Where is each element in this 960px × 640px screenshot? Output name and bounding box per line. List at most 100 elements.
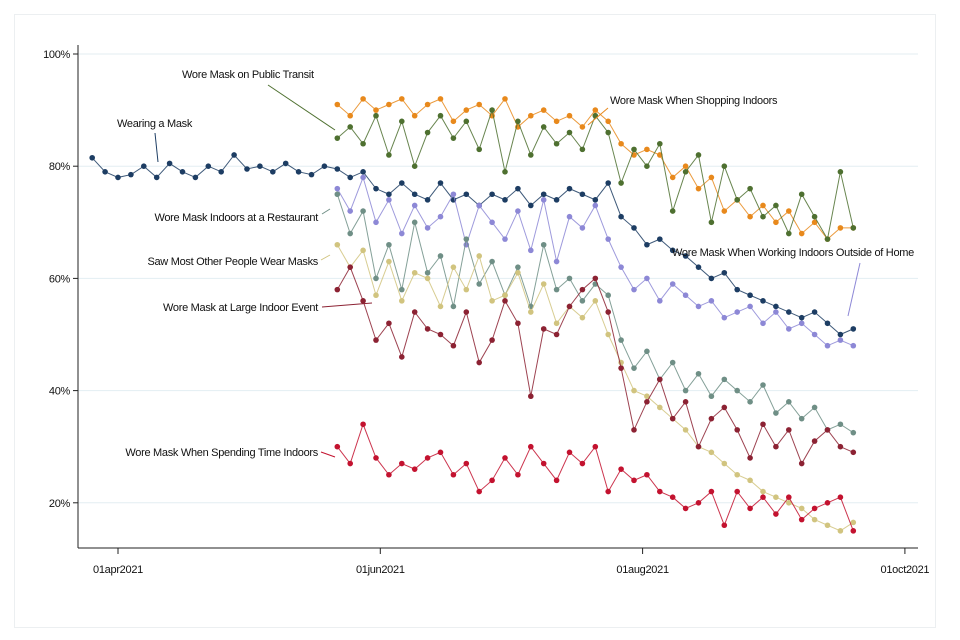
data-point xyxy=(102,169,108,175)
data-point xyxy=(515,208,521,214)
data-point xyxy=(786,494,792,500)
data-point xyxy=(540,326,547,332)
data-point xyxy=(386,197,392,203)
data-point xyxy=(437,449,444,456)
data-point xyxy=(540,124,547,130)
annotation-leader-line xyxy=(320,451,336,458)
data-point xyxy=(657,236,663,242)
series-wore-mask-on-public-transit xyxy=(334,107,857,242)
data-point xyxy=(798,314,805,321)
data-point xyxy=(528,112,534,119)
data-point xyxy=(218,169,224,175)
data-point xyxy=(824,522,831,529)
data-point xyxy=(347,124,354,130)
data-point xyxy=(386,152,392,158)
data-point xyxy=(837,421,844,428)
data-point xyxy=(786,208,792,214)
data-point xyxy=(850,326,857,332)
data-point xyxy=(824,342,831,349)
data-point xyxy=(708,415,715,422)
data-point xyxy=(347,460,354,467)
data-point xyxy=(695,185,702,192)
data-point xyxy=(669,281,676,287)
data-point xyxy=(270,169,276,175)
data-point xyxy=(798,415,805,422)
data-point xyxy=(760,494,766,500)
data-point xyxy=(528,309,534,315)
data-point xyxy=(89,154,95,161)
data-point xyxy=(566,449,573,456)
data-point xyxy=(334,443,341,450)
data-point xyxy=(463,286,470,293)
x-tick-label: 01jun2021 xyxy=(356,564,405,576)
y-tick-label: 60% xyxy=(49,273,71,285)
data-point xyxy=(747,505,753,512)
data-point xyxy=(347,230,354,237)
data-point xyxy=(528,393,534,400)
data-point xyxy=(708,275,715,282)
data-point xyxy=(424,197,431,203)
data-point xyxy=(399,230,405,237)
data-point xyxy=(437,213,444,220)
data-point xyxy=(644,348,650,355)
data-point xyxy=(502,455,508,461)
data-point xyxy=(424,326,431,332)
data-point xyxy=(682,292,689,299)
data-point xyxy=(141,163,147,169)
data-point xyxy=(669,174,676,181)
data-point xyxy=(631,146,637,153)
data-point xyxy=(721,376,728,383)
data-point xyxy=(334,166,341,172)
series-wore-mask-when-working-indoors-outside-of-home xyxy=(334,174,857,349)
data-point xyxy=(644,146,650,153)
data-point xyxy=(837,225,844,231)
data-point xyxy=(502,298,508,304)
data-point xyxy=(437,96,444,102)
data-point xyxy=(321,163,328,169)
data-point xyxy=(540,281,547,287)
data-point xyxy=(489,191,495,198)
annotation-leader-line xyxy=(847,262,861,317)
data-point xyxy=(798,460,805,467)
data-point xyxy=(411,191,418,198)
data-point xyxy=(540,197,547,203)
data-point xyxy=(605,309,611,315)
data-point xyxy=(850,519,857,526)
data-point xyxy=(579,225,586,231)
data-point xyxy=(399,460,405,467)
data-point xyxy=(450,118,457,125)
data-point xyxy=(747,477,753,484)
y-tick-label: 80% xyxy=(49,161,71,173)
annotation-leader-line xyxy=(320,254,331,261)
data-point xyxy=(631,365,637,371)
data-point xyxy=(747,399,753,405)
data-point xyxy=(695,500,702,506)
data-point xyxy=(837,169,844,175)
data-point xyxy=(850,449,857,456)
data-point xyxy=(824,427,831,433)
data-point xyxy=(360,169,366,175)
data-point xyxy=(837,331,844,338)
data-point xyxy=(437,253,444,259)
data-point xyxy=(786,399,792,405)
data-point xyxy=(592,197,599,203)
series-label: Wore Mask on Public Transit xyxy=(182,69,314,81)
data-point xyxy=(798,320,805,327)
data-point xyxy=(734,309,740,315)
data-point xyxy=(373,292,379,299)
y-tick-label: 100% xyxy=(43,49,70,61)
data-point xyxy=(669,208,676,214)
x-tick-label: 01aug2021 xyxy=(616,564,669,576)
data-point xyxy=(734,197,740,203)
data-point xyxy=(721,404,728,411)
data-point xyxy=(579,124,586,130)
data-point xyxy=(618,213,624,220)
data-point xyxy=(437,331,444,338)
data-point xyxy=(502,292,508,299)
data-point xyxy=(798,505,805,512)
data-point xyxy=(811,331,818,338)
data-point xyxy=(553,320,560,327)
data-point xyxy=(308,171,315,178)
data-point xyxy=(424,101,431,108)
data-point xyxy=(450,303,457,310)
